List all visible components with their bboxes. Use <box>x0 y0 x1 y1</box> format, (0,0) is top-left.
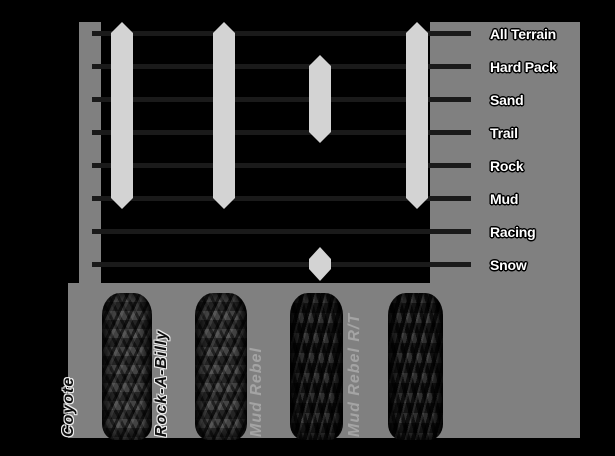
terrain-line-mud <box>92 196 471 201</box>
terrain-line-all-terrain <box>92 31 471 36</box>
terrain-label-all-terrain: All Terrain <box>490 26 557 42</box>
terrain-label-mud: Mud <box>490 191 519 207</box>
tire-image-mud-rebel <box>290 293 343 440</box>
tire-image-coyote <box>102 293 152 440</box>
terrain-line-sand <box>92 97 471 102</box>
coverage-bar-mud-rebel-r-t <box>406 22 428 209</box>
tire-image-mud-rebel-r-t <box>388 293 443 440</box>
coverage-bar-mud-rebel <box>309 247 331 281</box>
terrain-label-racing: Racing <box>490 224 536 240</box>
terrain-label-hard-pack: Hard Pack <box>490 59 557 75</box>
coverage-bar-coyote <box>111 22 133 209</box>
terrain-line-hard-pack <box>92 64 471 69</box>
terrain-line-trail <box>92 130 471 135</box>
terrain-label-snow: Snow <box>490 257 527 273</box>
coverage-bar-rock-a-billy <box>213 22 235 209</box>
tire-name-label-mud-rebel-r-t: Mud Rebel R/T <box>346 312 363 437</box>
tire-name-label-rock-a-billy: Rock-A-Billy <box>153 329 170 437</box>
coverage-bar-mud-rebel <box>309 55 331 143</box>
terrain-line-snow <box>92 262 471 267</box>
terrain-label-rock: Rock <box>490 158 524 174</box>
tire-name-label-coyote: Coyote <box>60 376 77 437</box>
tire-image-rock-a-billy <box>195 293 247 440</box>
terrain-label-trail: Trail <box>490 125 518 141</box>
terrain-line-racing <box>92 229 471 234</box>
terrain-line-rock <box>92 163 471 168</box>
left-axis-strip <box>79 22 101 283</box>
terrain-label-sand: Sand <box>490 92 524 108</box>
tire-name-label-mud-rebel: Mud Rebel <box>248 347 265 437</box>
